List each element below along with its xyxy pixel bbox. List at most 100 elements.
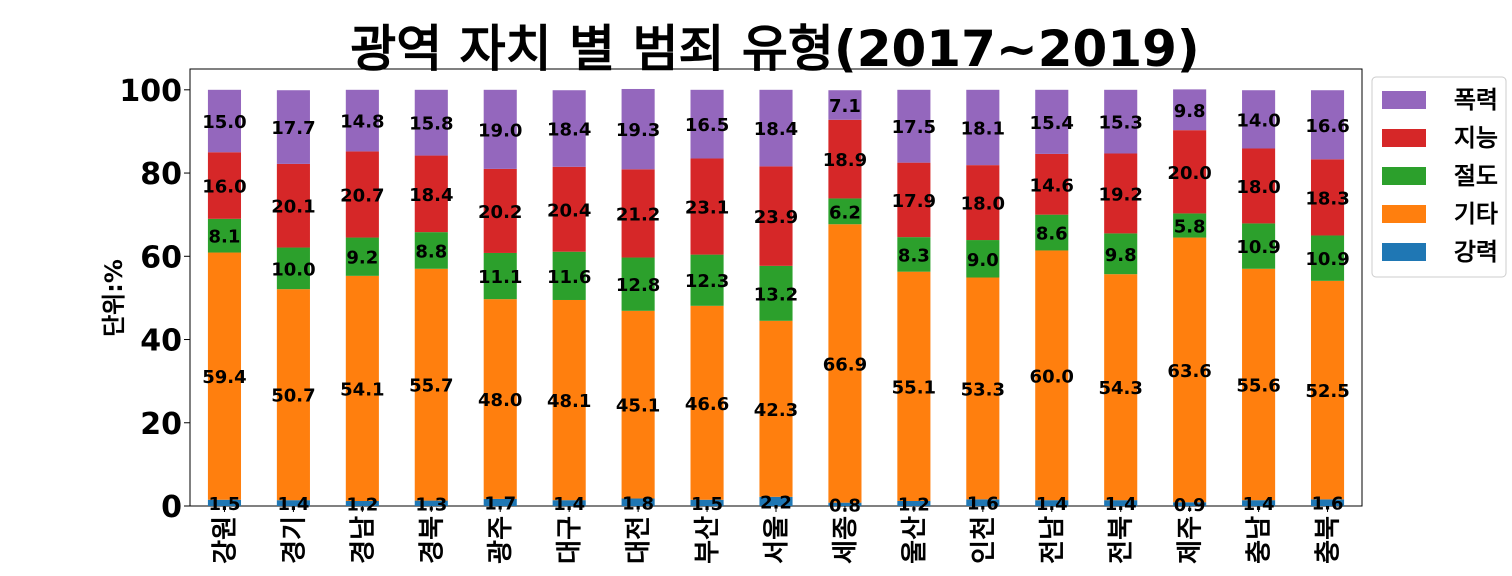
bar-segment [1242,268,1276,501]
bar-segment [1242,148,1276,224]
data-label: 16.0 [202,177,246,198]
bar-segment [621,498,655,506]
data-label: 42.3 [754,400,798,421]
bar-segment [1242,223,1276,269]
bar-segment [1242,90,1276,149]
data-label: 17.9 [892,191,936,212]
data-label: 10.9 [1236,237,1280,258]
bar-segment [1035,89,1069,154]
bar-segment [276,289,310,501]
x-tick-label: 강원 [210,516,240,564]
data-label: 6.2 [829,202,861,223]
data-label: 18.3 [1305,188,1349,209]
data-label: 1.2 [898,495,930,516]
data-label: 9.8 [1174,101,1206,122]
bar-segment [345,501,379,506]
bar-segment [1173,502,1207,506]
bar-segment [207,89,242,153]
data-label: 15.8 [409,114,453,135]
data-label: 20.1 [271,197,315,218]
data-label: 55.6 [1236,375,1280,396]
x-tick-label: 세종 [831,516,861,564]
y-tick-label: 100 [119,74,182,109]
bar-segment [1104,233,1138,275]
data-label: 0.9 [1174,495,1206,516]
legend-label: 기타 [1454,200,1498,228]
bar-segment [897,89,931,163]
legend-swatch [1382,205,1426,223]
bar-segment [966,240,1000,278]
data-label: 23.9 [754,207,798,228]
bar-segment [345,89,379,152]
data-label: 7.1 [829,96,861,117]
data-label: 54.3 [1098,378,1142,399]
data-label: 19.3 [616,120,660,141]
data-label: 1.7 [484,493,516,514]
bar-segment [828,90,862,120]
data-label: 9.2 [346,248,378,269]
data-label: 10.0 [271,259,315,280]
data-label: 20.0 [1167,163,1211,184]
bar-segment [1104,153,1138,234]
bar-segment [483,252,517,300]
data-label: 13.2 [754,284,798,305]
data-label: 16.5 [685,115,729,136]
data-label: 14.8 [340,112,384,133]
bar-segment [483,168,517,253]
bar-segment [897,501,931,506]
bar-segment [897,162,931,238]
bar-segment [1035,214,1069,251]
bar-segment [1310,159,1345,236]
bar-segment [1310,90,1345,160]
bar-segment [207,152,242,219]
bar-segment [276,90,310,164]
bar-segment [759,89,793,167]
bar-segment [1035,500,1069,506]
data-label: 12.3 [685,271,729,292]
bar-segment [621,88,655,170]
bar-segment [345,151,379,238]
legend-swatch [1382,91,1426,109]
x-tick-label: 부산 [693,516,723,564]
x-tick-label: 인천 [969,516,999,564]
bar-segment [552,251,586,300]
data-label: 48.1 [547,391,591,412]
data-label: 9.0 [967,250,999,271]
data-label: 50.7 [271,386,315,407]
data-label: 1.4 [1036,494,1068,515]
data-label: 0.8 [829,495,861,516]
data-label: 2.2 [760,492,792,513]
data-label: 1.4 [553,494,585,515]
y-tick-label: 40 [140,324,182,359]
bar-segment [1310,235,1345,281]
legend-label: 폭력 [1454,86,1498,114]
bar-segment [552,299,586,501]
legend-swatch [1382,167,1426,185]
bar-segment [690,158,724,255]
y-axis-label: 단위:% [100,259,128,337]
data-label: 59.4 [202,367,246,388]
data-label: 14.0 [1236,110,1280,131]
data-label: 15.3 [1098,113,1142,134]
data-label: 8.3 [898,245,930,266]
bar-segment [483,299,517,499]
data-label: 19.2 [1098,184,1142,205]
bar-segment [966,277,1000,500]
bar-segment [1173,213,1207,238]
data-label: 17.5 [892,117,936,138]
data-label: 52.5 [1305,381,1349,402]
legend-label: 지능 [1454,124,1498,152]
bar-segment [1310,280,1345,500]
data-label: 15.4 [1030,113,1074,134]
bar-segment [1242,500,1276,506]
data-label: 8.6 [1036,224,1068,245]
bar-segment [414,232,448,269]
x-tick-label: 충남 [1245,516,1275,564]
x-tick-label: 경남 [348,516,378,564]
plot-area: 0 20 40 60 80 100 1.5 59.4 8.1 16.0 15.0 강원 1.4 50.7 1… [119,68,1363,564]
legend-box [1371,76,1507,278]
data-label: 20.2 [478,202,522,223]
y-tick-label: 60 [140,240,182,275]
bar-segment [828,119,862,199]
data-label: 18.1 [961,118,1005,139]
